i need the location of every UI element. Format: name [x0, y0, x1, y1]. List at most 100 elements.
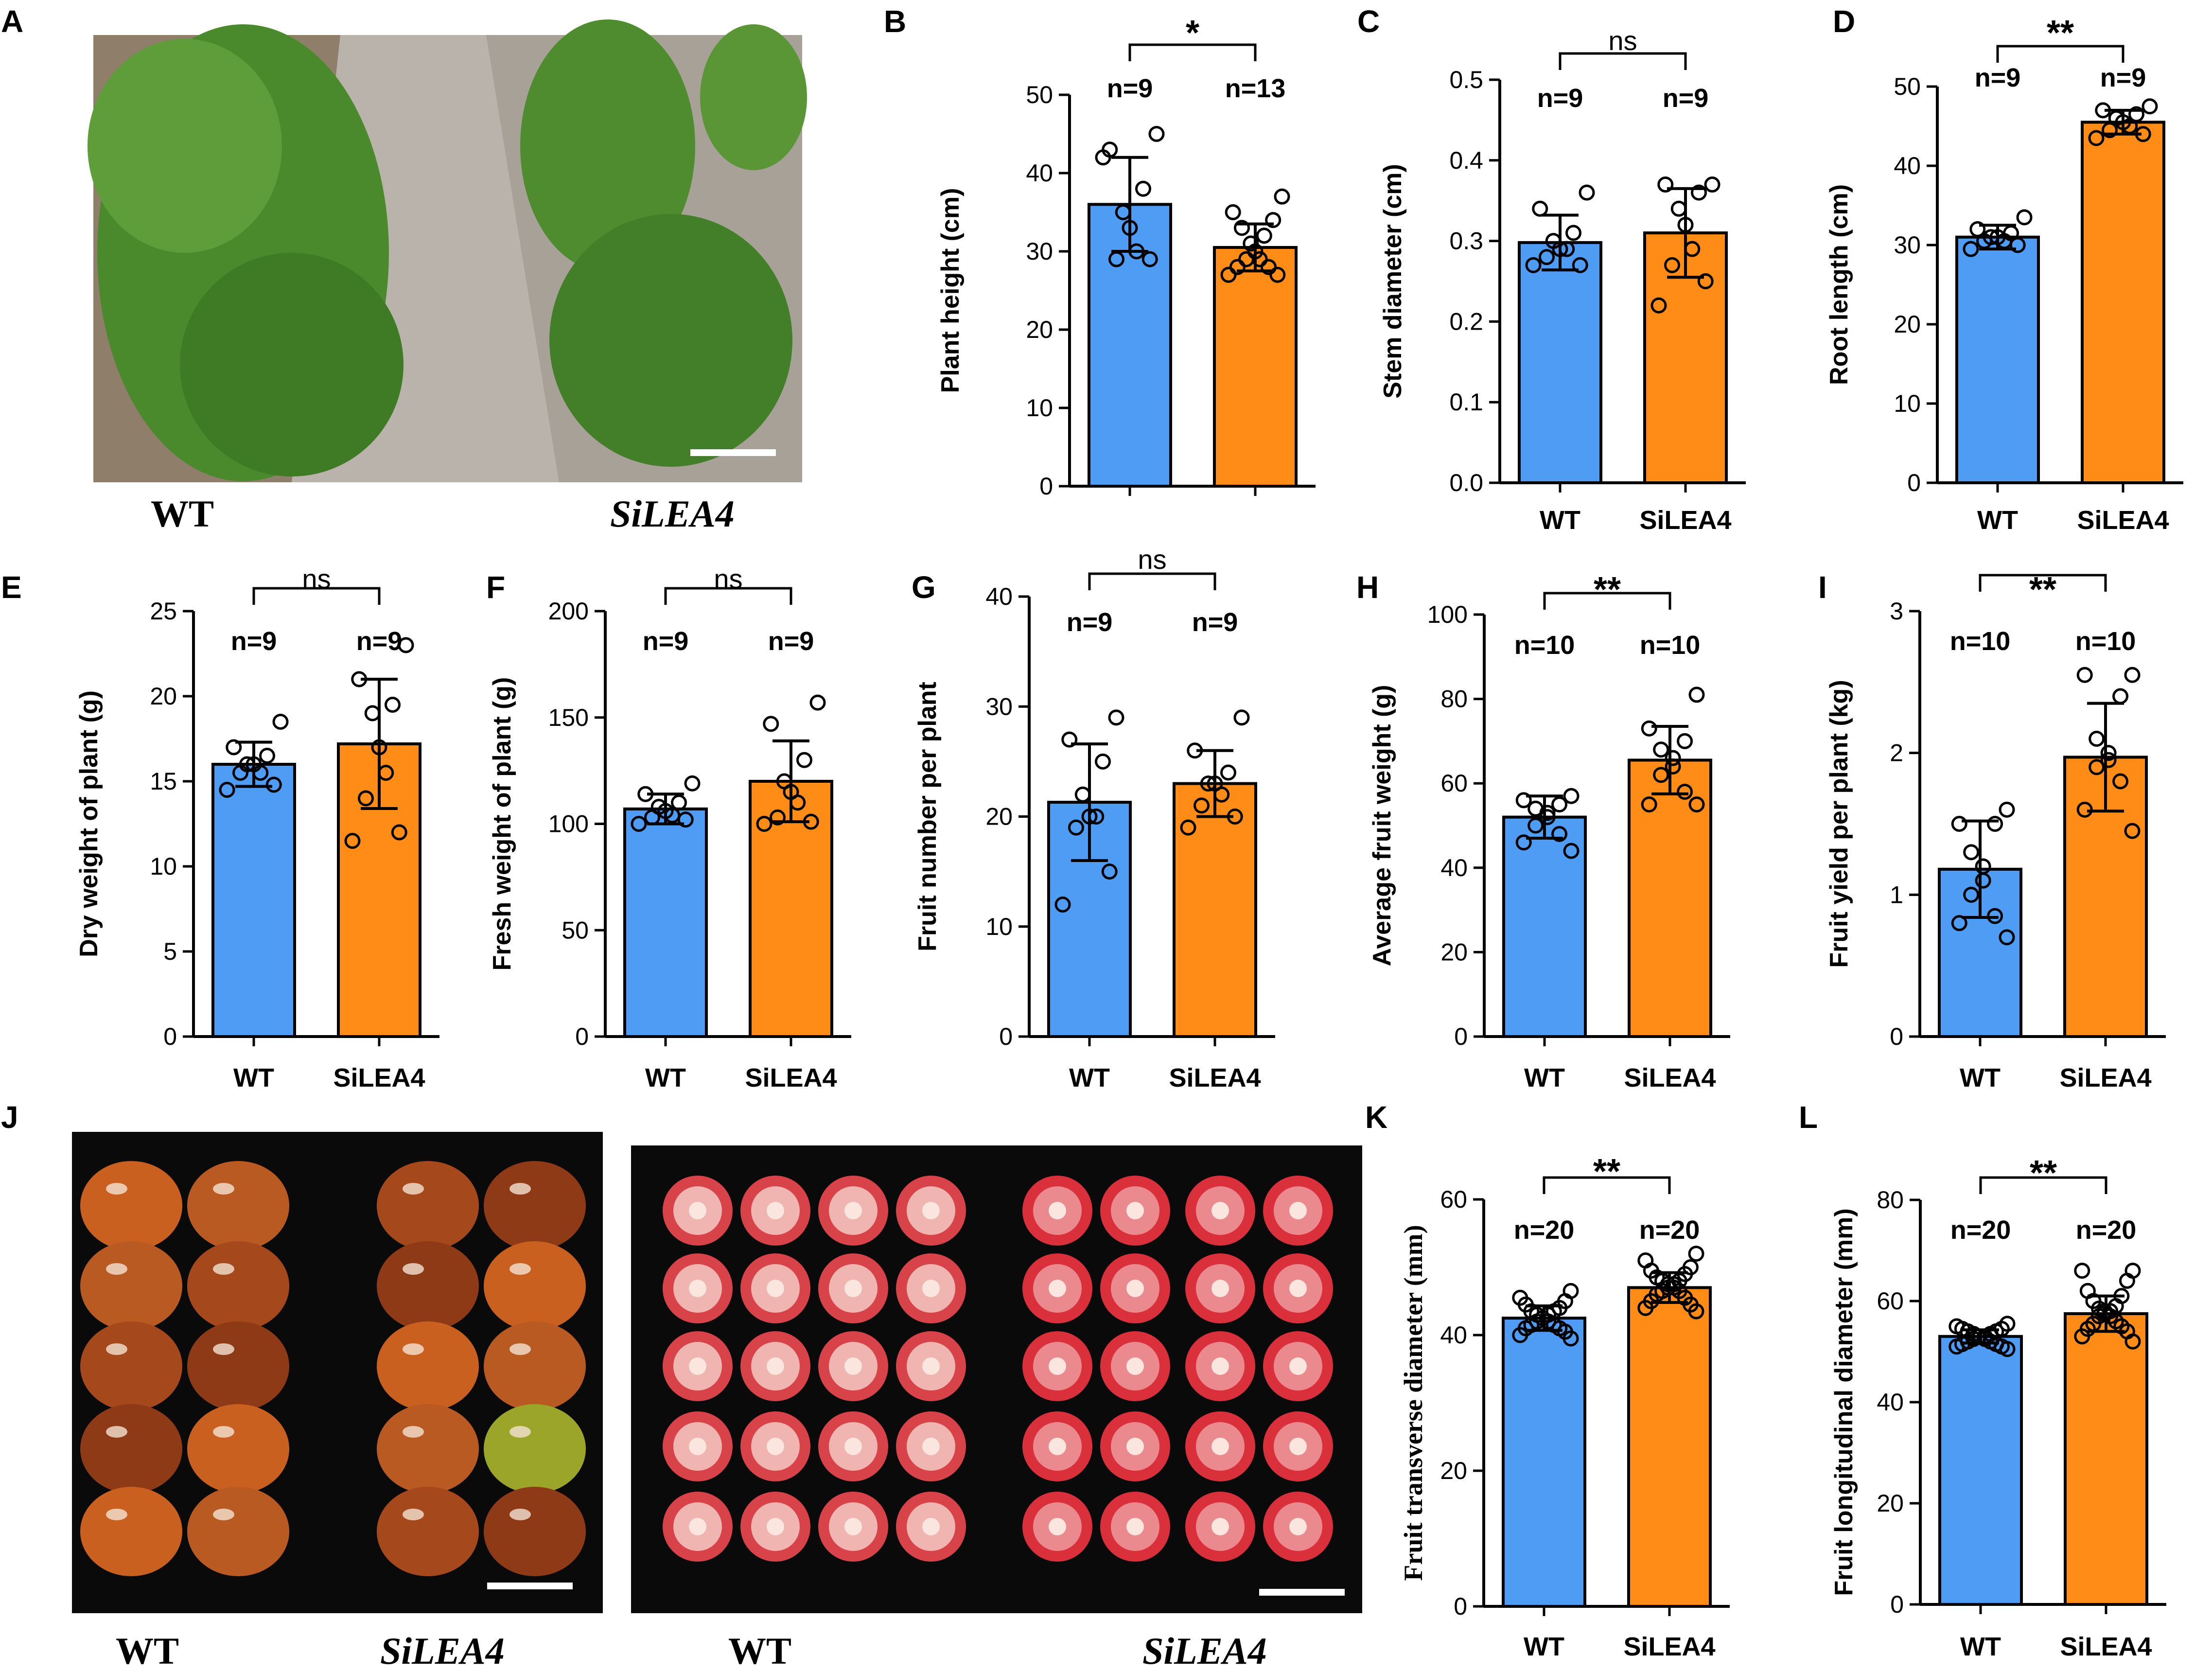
data-point — [790, 794, 806, 811]
data-point — [1653, 741, 1669, 758]
data-point — [637, 786, 654, 802]
chart-panel-e: E 0 5 10 15 20 25 Dry weight of plant (g) n=9 WT n… — [1, 563, 439, 1092]
bar-silea4 — [1627, 1286, 1712, 1608]
data-point — [226, 739, 242, 756]
data-point — [1141, 251, 1158, 267]
n-label: n=9 — [1975, 63, 2021, 92]
whole-tomato-icon — [484, 1404, 586, 1494]
x-category-label: WT — [1524, 1063, 1565, 1092]
y-tick-label: 0 — [1890, 1023, 1903, 1050]
whole-tomato-icon — [377, 1487, 479, 1576]
x-category-label: SiLEA4 — [745, 1063, 837, 1092]
x-category-label: SiLEA4 — [2060, 1632, 2152, 1661]
significance-bracket — [1543, 592, 1671, 610]
data-point — [1551, 826, 1568, 842]
y-tick-label: 0 — [163, 1023, 177, 1050]
data-point — [1220, 266, 1237, 283]
data-point — [391, 824, 407, 841]
data-point — [1688, 686, 1705, 703]
data-point — [671, 794, 687, 811]
data-point — [1074, 786, 1091, 803]
y-tick-label: 40 — [1440, 854, 1468, 881]
y-tick-label: 80 — [1440, 686, 1468, 713]
y-tick-label: 3 — [1890, 598, 1903, 625]
data-point — [1665, 750, 1681, 766]
n-label: n=10 — [1950, 627, 2011, 656]
x-category-label: SiLEA4 — [1639, 506, 1731, 535]
significance-label: ** — [2029, 570, 2056, 609]
whole-tomato-icon — [187, 1241, 289, 1331]
data-point — [1559, 241, 1575, 257]
n-label: n=9 — [1107, 74, 1153, 103]
whole-tomato-icon — [80, 1241, 182, 1331]
data-point — [1975, 872, 1991, 889]
bar-wt — [1955, 235, 2040, 484]
significance-bracket — [1088, 572, 1216, 590]
panel-letter-b: B — [884, 4, 906, 39]
y-tick-label: 10 — [985, 913, 1013, 940]
whole-tomato-icon — [187, 1404, 289, 1494]
y-tick-label: 0.4 — [1449, 147, 1483, 174]
data-point — [1677, 733, 1693, 749]
y-tick-label: 60 — [1440, 770, 1468, 797]
y-tick-label: 40 — [1894, 152, 1921, 179]
data-point — [2122, 118, 2138, 134]
data-point — [2016, 209, 2033, 226]
data-point — [1220, 764, 1236, 781]
data-point — [1515, 834, 1532, 851]
y-tick-label: 10 — [1026, 394, 1053, 422]
data-point — [756, 816, 772, 832]
data-point — [1225, 204, 1241, 220]
n-label: n=10 — [1640, 631, 1701, 660]
n-label: n=9 — [643, 627, 689, 656]
bar-silea4 — [1173, 782, 1257, 1038]
n-label: n=20 — [1639, 1215, 1700, 1245]
panel-letter-i: I — [1818, 570, 1827, 605]
y-axis-label: Fruit transverse diameter (mm) — [1399, 1225, 1428, 1581]
data-point — [1525, 257, 1542, 273]
whole-tomato-icon — [187, 1487, 289, 1576]
whole-tomato-icon — [484, 1321, 586, 1411]
significance-bracket — [1979, 574, 2107, 592]
data-point — [1579, 184, 1595, 201]
significance-label: * — [1186, 14, 1199, 53]
data-point — [1101, 863, 1118, 880]
n-label: n=9 — [768, 627, 814, 656]
data-point — [1563, 843, 1580, 859]
chart-panel-d: D 0 10 20 30 40 50 Root length (cm) n=9 WT n=9 SiLE… — [1825, 4, 2183, 535]
tomato-fruit-photo-icon — [72, 1132, 1362, 1613]
y-axis-label: Root length (cm) — [1825, 184, 1853, 385]
data-point — [1515, 792, 1532, 809]
data-point — [1269, 266, 1286, 283]
data-point — [398, 637, 414, 653]
panel-j: J WT SiLEA4 WT SiLEA4 — [1, 1100, 1362, 1672]
data-point — [371, 739, 387, 756]
chart-panel-c: C 0.0 0.1 0.2 0.3 0.4 0.5 Stem diameter (cm) n=9… — [1357, 4, 1746, 535]
y-tick-label: 200 — [548, 598, 589, 625]
x-category-label: WT — [1069, 1063, 1110, 1092]
whole-tomato-icon — [80, 1487, 182, 1576]
chart-panel-l: L 0 20 40 60 80 Fruit longitudinal diameter (m… — [1799, 1100, 2166, 1661]
data-point — [2088, 130, 2105, 146]
y-tick-label: 2 — [1890, 739, 1903, 767]
n-label: n=10 — [1514, 631, 1575, 660]
y-axis-label: Dry weight of plant (g) — [75, 690, 103, 957]
data-point — [2074, 1328, 2090, 1345]
x-category-label: WT — [1960, 1063, 2001, 1092]
data-point — [1527, 817, 1544, 834]
data-point — [1704, 176, 1720, 193]
panel-letter-a: A — [1, 4, 23, 39]
tomato-field-photo-icon — [88, 19, 807, 482]
data-point — [1637, 1300, 1654, 1316]
y-tick-label: 10 — [150, 853, 177, 880]
whole-tomato-icon — [187, 1161, 289, 1250]
data-point — [677, 811, 694, 828]
x-category-label: SiLEA4 — [1624, 1063, 1716, 1092]
significance-label: ns — [714, 563, 742, 594]
data-point — [1054, 897, 1071, 913]
data-point — [763, 716, 779, 732]
data-point — [358, 790, 374, 807]
data-point — [1949, 1338, 1965, 1355]
y-axis-label: Fresh weight of plant (g) — [488, 677, 516, 971]
y-tick-label: 40 — [1440, 1321, 1467, 1349]
